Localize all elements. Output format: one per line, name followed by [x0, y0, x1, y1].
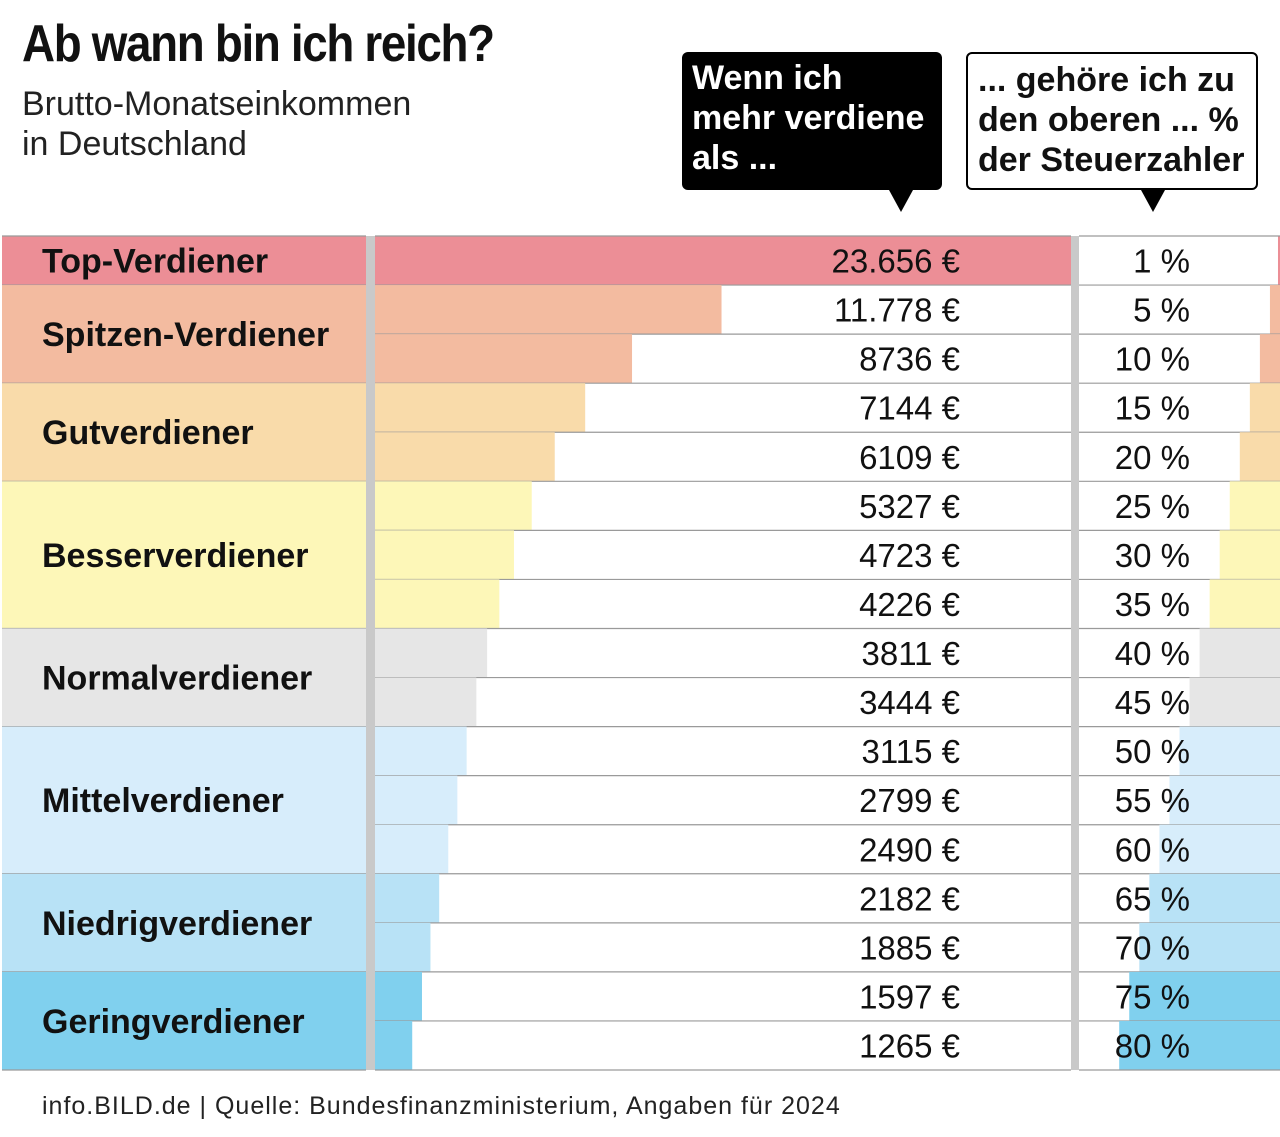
percent-value-label: 80 % [1115, 1027, 1190, 1064]
income-bar [375, 432, 555, 482]
percent-bar [1149, 873, 1280, 923]
income-value-label: 3115 € [862, 733, 960, 770]
percent-bar [1129, 971, 1280, 1021]
percent-value-label: 20 % [1115, 439, 1190, 476]
percent-value-label: 45 % [1115, 684, 1190, 721]
percent-value-label: 40 % [1115, 635, 1190, 672]
group-label-block [2, 481, 366, 629]
group-label-block [2, 873, 366, 972]
group-label: Niedrigverdiener [42, 905, 312, 943]
income-header-bubble: Wenn ich mehr verdiene als ... [682, 52, 942, 190]
percent-bar [1209, 579, 1280, 629]
income-header-text: Wenn ich mehr verdiene als ... [692, 59, 925, 177]
group-label: Top-Verdiener [42, 243, 268, 281]
income-value-label: 7144 € [859, 390, 960, 427]
group-label-block [2, 971, 366, 1071]
group-label: Besserverdiener [42, 537, 309, 575]
income-bar [375, 628, 488, 678]
percent-value-label: 30 % [1115, 537, 1190, 574]
group-label: Normalverdiener [42, 660, 312, 698]
percent-value-label: 15 % [1115, 390, 1190, 427]
income-bar [375, 873, 440, 923]
percent-value-label: 50 % [1115, 733, 1190, 770]
percent-value-label: 75 % [1115, 978, 1190, 1015]
income-bar [375, 726, 467, 776]
group-label: Mittelverdiener [42, 782, 284, 820]
source-note: info.BILD.de | Quelle: Bundesfinanzminis… [42, 1092, 841, 1120]
panel-separator [366, 236, 375, 1071]
income-bar [375, 236, 1071, 286]
percent-bar [1277, 236, 1280, 286]
group-label-block [2, 726, 366, 874]
percent-header-bubble: ... gehöre ich zu den oberen ... % der S… [966, 52, 1258, 190]
percent-bar [1159, 824, 1280, 874]
percent-header-pointer [1141, 190, 1165, 212]
income-value-label: 2182 € [859, 880, 960, 917]
panel-separator [1071, 236, 1079, 1071]
group-label-block [2, 628, 366, 727]
income-bar [375, 1020, 413, 1071]
percent-value-label: 60 % [1115, 831, 1190, 868]
income-bar [375, 285, 722, 335]
income-value-label: 1885 € [859, 929, 960, 966]
percent-value-label: 25 % [1115, 488, 1190, 525]
percent-bar [1269, 285, 1280, 335]
group-label-block [2, 236, 366, 286]
percent-value-label: 10 % [1115, 341, 1190, 378]
income-value-label: 1597 € [859, 978, 960, 1015]
percent-value-label: 5 % [1133, 292, 1190, 329]
income-value-label: 3444 € [859, 684, 960, 721]
income-value-label: 2490 € [859, 831, 960, 868]
group-label: Geringverdiener [42, 1003, 305, 1041]
income-bar [375, 530, 514, 580]
group-label-block [2, 383, 366, 482]
income-bar [375, 383, 586, 433]
percent-bar [1239, 432, 1280, 482]
chart-subtitle: Brutto-Monatseinkommen in Deutschland [22, 85, 412, 163]
percent-bar [1259, 334, 1280, 384]
income-value-label: 3811 € [862, 635, 960, 672]
income-value-label: 8736 € [859, 341, 960, 378]
income-value-label: 4226 € [859, 586, 960, 623]
income-bar [375, 824, 449, 874]
income-bar [375, 677, 477, 727]
percent-bar [1199, 628, 1280, 678]
income-bar [375, 334, 633, 384]
percent-value-label: 55 % [1115, 782, 1190, 819]
group-label: Spitzen-Verdiener [42, 316, 329, 354]
percent-bar [1249, 383, 1280, 433]
percent-bar [1139, 922, 1280, 972]
group-label: Gutverdiener [42, 414, 254, 452]
income-bar [375, 971, 422, 1021]
percent-bar [1119, 1020, 1280, 1071]
income-bar [375, 922, 431, 972]
income-bar [375, 775, 458, 825]
percent-value-label: 70 % [1115, 929, 1190, 966]
income-value-label: 2799 € [859, 782, 960, 819]
percent-bar [1219, 530, 1280, 580]
income-value-label: 5327 € [859, 488, 960, 525]
chart-title: Ab wann bin ich reich? [22, 15, 495, 73]
percent-value-label: 35 % [1115, 586, 1190, 623]
income-bar [375, 579, 500, 629]
income-value-label: 23.656 € [832, 243, 960, 280]
income-bar [375, 481, 532, 531]
percent-header-text: ... gehöre ich zu den oberen ... % der S… [978, 61, 1245, 179]
income-value-label: 1265 € [859, 1027, 960, 1064]
income-value-label: 4723 € [859, 537, 960, 574]
income-header-pointer [889, 190, 913, 212]
income-value-label: 11.778 € [834, 292, 960, 329]
percent-value-label: 65 % [1115, 880, 1190, 917]
percent-bar [1229, 481, 1280, 531]
percent-bar [1179, 726, 1280, 776]
group-label-block [2, 285, 366, 384]
percent-value-label: 1 % [1133, 243, 1190, 280]
percent-bar [1169, 775, 1280, 825]
income-value-label: 6109 € [859, 439, 960, 476]
percent-bar [1189, 677, 1280, 727]
